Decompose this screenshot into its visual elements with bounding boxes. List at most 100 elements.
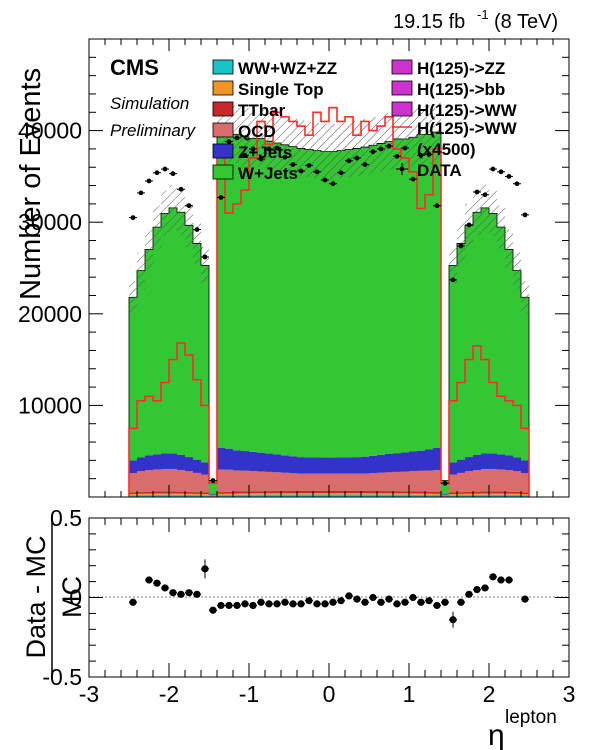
mc-uncertainty-band (513, 252, 521, 289)
bar-ww-wz-zz (393, 494, 401, 497)
bar-single-top (185, 493, 193, 495)
data-point (290, 162, 296, 167)
mc-uncertainty-band (497, 205, 505, 249)
bar-qcd (153, 469, 161, 492)
bar-z-jets (289, 456, 297, 474)
lumi-exponent: -1 (477, 7, 489, 22)
bar-w-jets (385, 141, 393, 455)
bar-ww-wz-zz (185, 494, 193, 497)
ratio-point (297, 600, 305, 608)
mc-uncertainty-band (425, 105, 433, 164)
bar-single-top (321, 493, 329, 495)
mc-uncertainty-band (353, 120, 361, 177)
ratio-point (497, 576, 505, 584)
bar-w-jets (185, 225, 193, 458)
bar-z-jets (345, 457, 353, 474)
ratio-point (337, 597, 345, 605)
ratio-point (129, 598, 137, 606)
bar-single-top (433, 493, 441, 495)
bar-w-jets (161, 213, 169, 454)
bar-z-jets (185, 457, 193, 472)
bar-ww-wz-zz (281, 494, 289, 497)
data-point (514, 181, 520, 187)
bar-z-jets (521, 460, 529, 474)
bar-z-jets (449, 462, 457, 475)
bar-z-jets (201, 462, 209, 475)
data-point (234, 135, 240, 141)
bar-w-jets (153, 227, 161, 455)
legend-label-h-125-ww: H(125)->WW (417, 101, 518, 120)
x-tick-label: -1 (239, 681, 259, 707)
ratio-point (321, 600, 329, 608)
bar-w-jets (145, 249, 153, 456)
bar-ttbar (249, 491, 257, 494)
ratio-point (233, 601, 241, 610)
mc-uncertainty-band (281, 116, 289, 173)
bar-ww-wz-zz (345, 494, 353, 497)
mc-uncertainty-band (321, 124, 329, 180)
bar-z-jets (457, 459, 465, 473)
bar-ww-wz-zz (201, 495, 209, 497)
bar-z-jets (465, 457, 473, 472)
bar-single-top (233, 493, 241, 495)
bar-ttbar (481, 491, 489, 494)
ratio-point (465, 590, 473, 598)
bar-single-top (257, 493, 265, 495)
ratio-point (257, 598, 265, 606)
bar-w-jets (465, 225, 473, 458)
data-point (426, 152, 432, 157)
bar-qcd (481, 468, 489, 492)
bar-ttbar (513, 491, 521, 494)
bar-w-jets (193, 243, 201, 460)
mc-uncertainty-band (361, 119, 369, 176)
energy-label: (8 TeV) (494, 11, 558, 33)
bar-w-jets (425, 134, 433, 450)
bar-ttbar (185, 491, 193, 494)
bar-w-jets (257, 138, 265, 453)
bar-w-jets (201, 265, 209, 463)
bar-ww-wz-zz (465, 494, 473, 497)
bar-z-jets (305, 457, 313, 474)
legend: WW+WZ+ZZ Single Top TTbar QCD Z+Jets W+Jets H(… (212, 59, 518, 183)
data-point (482, 192, 488, 198)
y-tick-label: 30000 (18, 209, 82, 235)
mc-uncertainty-band (505, 229, 513, 270)
ratio-y-tick-label: -0.5 (42, 664, 82, 690)
mc-uncertainty-band (185, 203, 193, 248)
ratio-point (313, 600, 321, 608)
bar-qcd (345, 473, 353, 492)
bar-single-top (337, 493, 345, 495)
mc-uncertainty-band (233, 105, 241, 164)
bar-ww-wz-zz (193, 495, 201, 497)
bar-w-jets (329, 151, 337, 458)
mc-uncertainty-band (409, 108, 417, 167)
bar-ww-wz-zz (497, 494, 505, 497)
bar-w-jets (305, 149, 313, 458)
bar-ttbar (241, 491, 249, 494)
legend-label-ttbar: TTbar (238, 101, 286, 120)
bar-z-jets (393, 453, 401, 472)
bar-single-top (449, 494, 457, 496)
bar-ttbar (369, 491, 377, 494)
bar-ww-wz-zz (257, 494, 265, 497)
bar-qcd (505, 470, 513, 492)
bar-qcd (417, 470, 425, 492)
data-point (258, 156, 264, 162)
bar-w-jets (361, 147, 369, 457)
data-point (138, 190, 144, 196)
bar-single-top (201, 494, 209, 496)
bar-ttbar (265, 491, 273, 494)
bar-z-jets (481, 453, 489, 469)
bar-ttbar (161, 491, 169, 494)
bar-single-top (273, 493, 281, 495)
mc-uncertainty-band (433, 102, 441, 162)
data-point (362, 162, 368, 167)
legend-label-qcd: QCD (238, 122, 276, 141)
legend-swatch-ttbar (212, 101, 234, 117)
bar-ww-wz-zz (433, 494, 441, 497)
data-point (314, 169, 320, 175)
bar-ww-wz-zz (161, 494, 169, 497)
bar-single-top (129, 493, 137, 496)
mc-uncertainty-band (289, 118, 297, 175)
bar-qcd (353, 473, 361, 492)
